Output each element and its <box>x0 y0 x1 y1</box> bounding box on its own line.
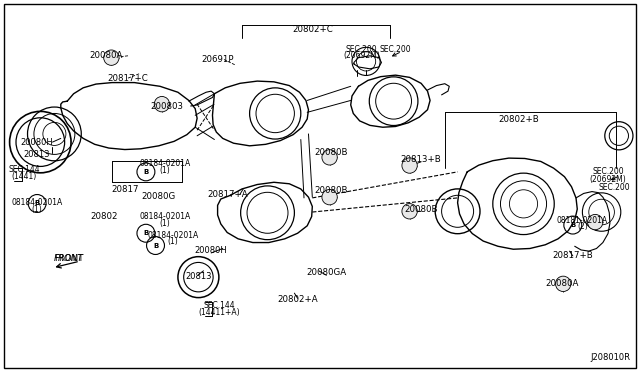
Text: FRONT: FRONT <box>54 254 83 263</box>
Text: (1): (1) <box>160 166 170 175</box>
Text: 20802+A: 20802+A <box>277 295 318 304</box>
Circle shape <box>154 96 170 112</box>
Text: B: B <box>143 230 148 236</box>
Text: SEC.200: SEC.200 <box>592 167 624 176</box>
Text: B: B <box>570 222 575 228</box>
Text: 20813+B: 20813+B <box>401 155 442 164</box>
Circle shape <box>588 214 603 230</box>
Text: (1): (1) <box>32 205 42 214</box>
Text: 20817+C: 20817+C <box>108 74 148 83</box>
Text: J208010R: J208010R <box>590 353 630 362</box>
Circle shape <box>556 276 571 292</box>
Text: 20080H: 20080H <box>20 138 53 147</box>
Text: 08184-0201A: 08184-0201A <box>12 198 63 207</box>
Text: 20817+A: 20817+A <box>207 190 248 199</box>
Text: B: B <box>35 201 40 206</box>
Text: 20080B: 20080B <box>315 148 348 157</box>
Text: 20080G: 20080G <box>141 192 176 201</box>
Circle shape <box>322 150 337 165</box>
Text: SEC.200: SEC.200 <box>346 45 378 54</box>
Circle shape <box>402 158 417 173</box>
Text: 20813: 20813 <box>185 272 212 280</box>
Text: SEC.144: SEC.144 <box>8 165 40 174</box>
Text: 08184-0201A: 08184-0201A <box>140 212 191 221</box>
Text: 20080H: 20080H <box>195 246 228 255</box>
Text: 20817+B: 20817+B <box>552 251 593 260</box>
Text: 20080B: 20080B <box>404 205 438 214</box>
Text: 20802: 20802 <box>91 212 118 221</box>
Text: (2): (2) <box>577 222 588 231</box>
Text: (1441): (1441) <box>12 172 37 181</box>
Text: 08181-0201A: 08181-0201A <box>557 216 608 225</box>
Text: 20080B: 20080B <box>315 186 348 195</box>
Circle shape <box>322 189 337 205</box>
Text: (1): (1) <box>160 219 170 228</box>
Text: 20691P: 20691P <box>202 55 234 64</box>
Text: B: B <box>143 169 148 175</box>
Text: 200803: 200803 <box>150 102 183 110</box>
Text: (1): (1) <box>168 237 178 246</box>
Text: 20813: 20813 <box>23 150 50 159</box>
Text: 20080A: 20080A <box>89 51 122 60</box>
Text: 20802+C: 20802+C <box>292 25 333 34</box>
Text: 20080A: 20080A <box>545 279 579 288</box>
Text: B: B <box>153 243 158 248</box>
Text: (20692M): (20692M) <box>343 51 380 60</box>
Text: SEC.144: SEC.144 <box>203 301 235 310</box>
Text: 20080GA: 20080GA <box>307 268 346 277</box>
Text: FRONT: FRONT <box>54 254 83 263</box>
Text: 08184-0201A: 08184-0201A <box>140 159 191 168</box>
Circle shape <box>104 50 119 65</box>
Text: SEC.200: SEC.200 <box>379 45 411 54</box>
Text: 08184-0201A: 08184-0201A <box>147 231 198 240</box>
Circle shape <box>402 203 417 219</box>
Text: 20817: 20817 <box>111 185 138 194</box>
Text: (14411+A): (14411+A) <box>198 308 240 317</box>
Text: (20692M): (20692M) <box>589 175 627 184</box>
Text: SEC.200: SEC.200 <box>598 183 630 192</box>
Text: 20802+B: 20802+B <box>498 115 539 124</box>
